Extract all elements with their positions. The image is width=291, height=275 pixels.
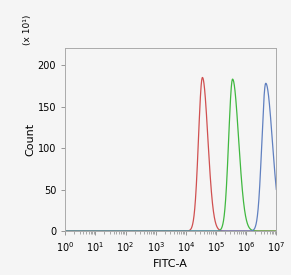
Y-axis label: Count: Count: [25, 123, 35, 156]
Text: (x 10¹): (x 10¹): [23, 14, 32, 45]
X-axis label: FITC-A: FITC-A: [153, 259, 188, 270]
